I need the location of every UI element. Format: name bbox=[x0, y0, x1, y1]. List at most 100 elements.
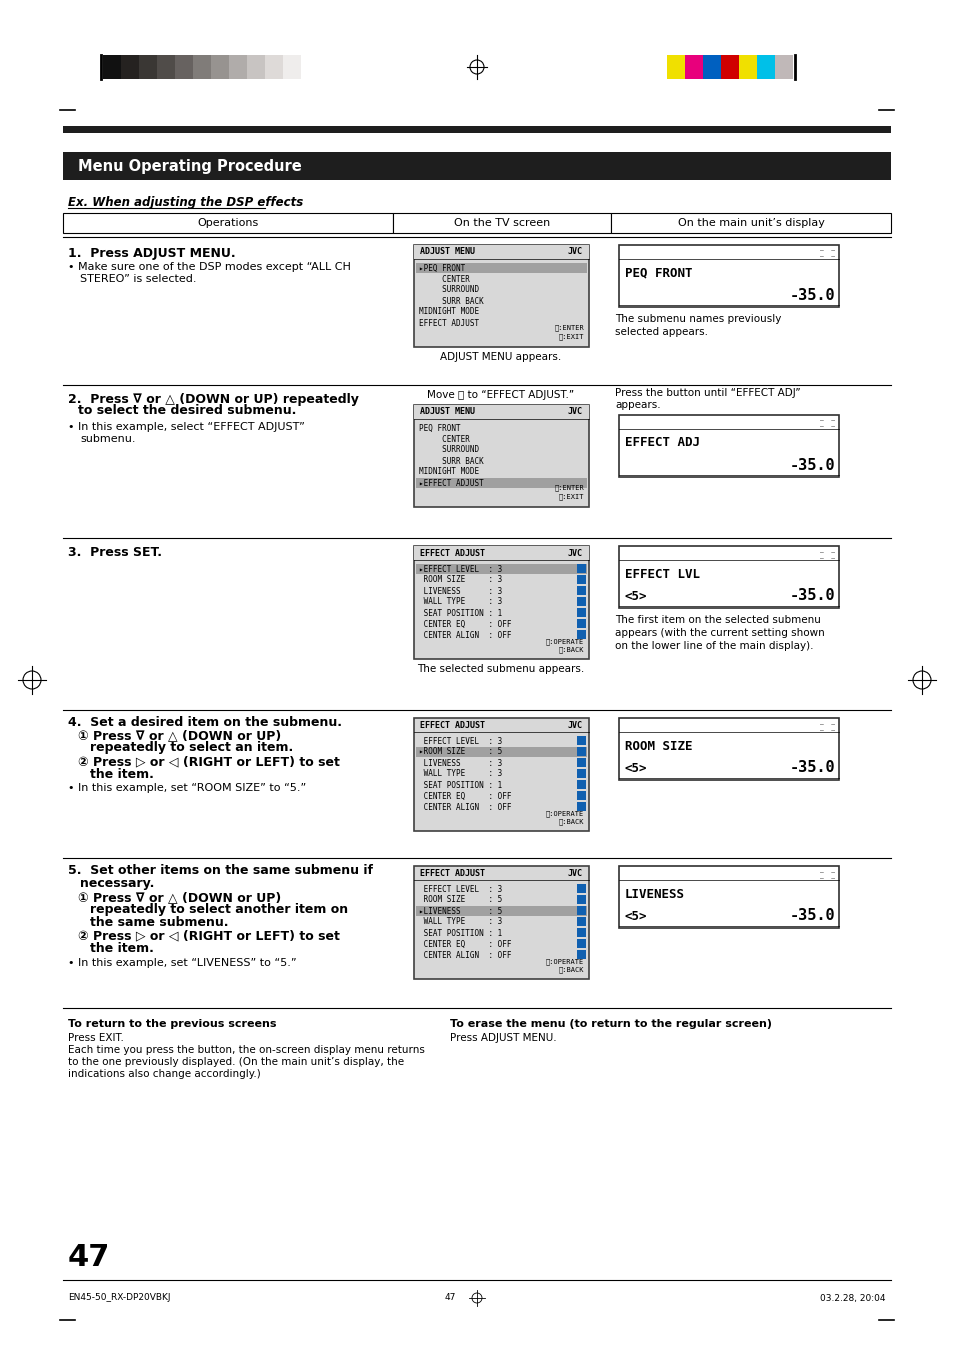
Text: 4.  Set a desired item on the submenu.: 4. Set a desired item on the submenu. bbox=[68, 717, 341, 730]
Text: The selected submenu appears.: The selected submenu appears. bbox=[416, 664, 584, 675]
Text: -35.0: -35.0 bbox=[788, 588, 834, 603]
Text: ROOM SIZE: ROOM SIZE bbox=[624, 740, 692, 753]
Bar bbox=[577, 791, 585, 800]
Bar bbox=[577, 927, 585, 937]
Text: EFFECT ADJUST: EFFECT ADJUST bbox=[419, 868, 484, 877]
Bar bbox=[301, 55, 318, 78]
Text: LIVENESS      : 3: LIVENESS : 3 bbox=[418, 587, 501, 595]
Text: repeatedly to select another item on: repeatedly to select another item on bbox=[90, 903, 348, 917]
Text: <5>: <5> bbox=[624, 589, 647, 603]
Text: 2.  Press ∇ or △ (DOWN or UP) repeatedly: 2. Press ∇ or △ (DOWN or UP) repeatedly bbox=[68, 392, 358, 406]
Text: —  —: — — bbox=[820, 419, 834, 423]
Text: Ⓜ:BACK: Ⓜ:BACK bbox=[558, 967, 583, 973]
Text: necessary.: necessary. bbox=[80, 876, 154, 890]
Bar bbox=[577, 884, 585, 894]
Text: On the TV screen: On the TV screen bbox=[454, 218, 550, 228]
Bar bbox=[577, 608, 585, 617]
Text: —  —: — — bbox=[820, 549, 834, 554]
Text: SEAT POSITION : 1: SEAT POSITION : 1 bbox=[418, 929, 501, 937]
Text: 47: 47 bbox=[68, 1244, 111, 1272]
Text: to select the desired submenu.: to select the desired submenu. bbox=[78, 404, 296, 418]
Bar bbox=[577, 585, 585, 595]
Text: SEAT POSITION : 1: SEAT POSITION : 1 bbox=[418, 608, 501, 618]
Text: JVC: JVC bbox=[567, 407, 582, 416]
Text: The submenu names previously: The submenu names previously bbox=[615, 314, 781, 324]
Text: Ⓜ:OPERATE: Ⓜ:OPERATE bbox=[545, 811, 583, 818]
Text: Ⓜ:ENTER: Ⓜ:ENTER bbox=[554, 485, 583, 491]
Bar bbox=[577, 802, 585, 811]
Text: Ⓜ:OPERATE: Ⓜ:OPERATE bbox=[545, 959, 583, 965]
Bar bbox=[393, 214, 610, 233]
Text: LIVENESS      : 3: LIVENESS : 3 bbox=[418, 758, 501, 768]
Bar bbox=[577, 735, 585, 745]
Text: appears.: appears. bbox=[615, 400, 659, 410]
Text: appears (with the current setting shown: appears (with the current setting shown bbox=[615, 627, 824, 638]
Text: ② Press ▷ or ◁ (RIGHT or LEFT) to set: ② Press ▷ or ◁ (RIGHT or LEFT) to set bbox=[78, 930, 339, 942]
Text: SEAT POSITION : 1: SEAT POSITION : 1 bbox=[418, 780, 501, 790]
Text: <5>: <5> bbox=[624, 761, 647, 775]
Text: • In this example, set “ROOM SIZE” to “5.”: • In this example, set “ROOM SIZE” to “5… bbox=[68, 783, 306, 794]
Text: PEQ FRONT: PEQ FRONT bbox=[418, 423, 460, 433]
Bar bbox=[414, 406, 588, 507]
Bar bbox=[174, 55, 193, 78]
Text: indications also change accordingly.): indications also change accordingly.) bbox=[68, 1069, 260, 1079]
Text: • Make sure one of the DSP modes except “ALL CH: • Make sure one of the DSP modes except … bbox=[68, 262, 351, 272]
Text: Each time you press the button, the on-screen display menu returns: Each time you press the button, the on-s… bbox=[68, 1045, 424, 1055]
Text: SURR BACK: SURR BACK bbox=[418, 457, 483, 465]
Text: To return to the previous screens: To return to the previous screens bbox=[68, 1019, 276, 1029]
Bar bbox=[739, 55, 757, 78]
Text: ADJUST MENU: ADJUST MENU bbox=[419, 407, 475, 416]
Bar bbox=[720, 55, 739, 78]
Text: ① Press ∇ or △ (DOWN or UP): ① Press ∇ or △ (DOWN or UP) bbox=[78, 891, 281, 904]
Text: JVC: JVC bbox=[567, 247, 582, 257]
Text: EFFECT LEVEL  : 3: EFFECT LEVEL : 3 bbox=[418, 737, 501, 745]
Bar bbox=[774, 55, 792, 78]
Bar bbox=[577, 630, 585, 639]
Text: the same submenu.: the same submenu. bbox=[90, 915, 229, 929]
Text: the item.: the item. bbox=[90, 941, 153, 955]
Text: —  —: — — bbox=[820, 869, 834, 875]
Text: JVC: JVC bbox=[567, 549, 582, 557]
Bar bbox=[618, 415, 838, 477]
Bar bbox=[577, 940, 585, 948]
Bar bbox=[414, 546, 588, 560]
Text: JVC: JVC bbox=[567, 868, 582, 877]
Text: On the main unit’s display: On the main unit’s display bbox=[677, 218, 823, 228]
Text: EFFECT LEVEL  : 3: EFFECT LEVEL : 3 bbox=[418, 884, 501, 894]
Bar bbox=[618, 718, 838, 780]
Bar bbox=[577, 758, 585, 767]
Bar bbox=[414, 406, 588, 419]
Text: ADJUST MENU: ADJUST MENU bbox=[419, 247, 475, 257]
Text: submenu.: submenu. bbox=[80, 434, 135, 443]
Text: ▸PEQ FRONT: ▸PEQ FRONT bbox=[418, 264, 465, 273]
Bar bbox=[63, 126, 890, 132]
Bar bbox=[229, 55, 247, 78]
Bar bbox=[416, 564, 586, 575]
Text: -35.0: -35.0 bbox=[788, 760, 834, 776]
Bar bbox=[416, 748, 586, 757]
Text: <5>: <5> bbox=[624, 910, 647, 922]
Text: SURROUND: SURROUND bbox=[418, 446, 478, 454]
Text: MIDNIGHT MODE: MIDNIGHT MODE bbox=[418, 307, 478, 316]
Bar bbox=[577, 917, 585, 926]
Text: CENTER: CENTER bbox=[418, 434, 470, 443]
Text: -35.0: -35.0 bbox=[788, 457, 834, 472]
Text: —  —: — — bbox=[820, 556, 834, 561]
Bar bbox=[577, 619, 585, 627]
Bar bbox=[414, 546, 588, 658]
Text: ▸EFFECT LEVEL  : 3: ▸EFFECT LEVEL : 3 bbox=[418, 565, 501, 573]
Text: SURR BACK: SURR BACK bbox=[418, 296, 483, 306]
Text: WALL TYPE     : 3: WALL TYPE : 3 bbox=[418, 598, 501, 607]
Bar bbox=[103, 55, 121, 78]
Text: —  —: — — bbox=[820, 722, 834, 726]
Text: repeatedly to select an item.: repeatedly to select an item. bbox=[90, 741, 293, 754]
Bar bbox=[577, 598, 585, 606]
Bar bbox=[193, 55, 211, 78]
Text: • In this example, set “LIVENESS” to “5.”: • In this example, set “LIVENESS” to “5.… bbox=[68, 959, 296, 968]
Bar bbox=[702, 55, 720, 78]
Text: to the one previously displayed. (On the main unit’s display, the: to the one previously displayed. (On the… bbox=[68, 1057, 404, 1067]
Bar bbox=[577, 748, 585, 756]
Text: selected appears.: selected appears. bbox=[615, 327, 707, 337]
Text: EFFECT LVL: EFFECT LVL bbox=[624, 568, 700, 580]
Text: CENTER ALIGN  : OFF: CENTER ALIGN : OFF bbox=[418, 950, 511, 960]
